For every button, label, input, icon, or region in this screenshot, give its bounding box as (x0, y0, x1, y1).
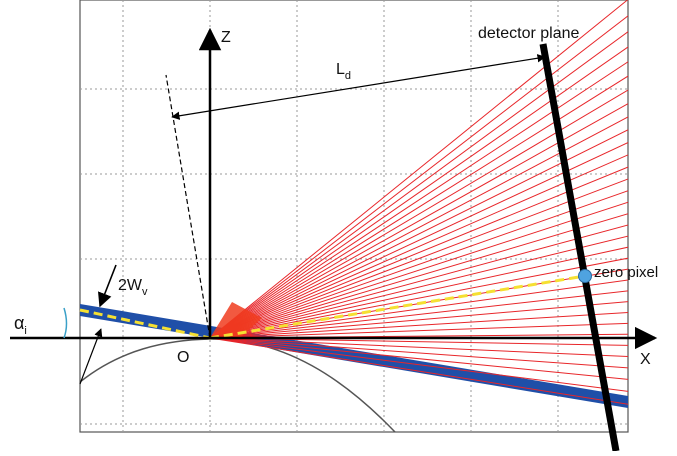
beam-width-label-sub: v (142, 286, 148, 298)
incidence-angle-arc (63, 307, 68, 339)
incidence-angle-label-sub: i (24, 325, 26, 337)
ray-line (209, 178, 628, 339)
ray-line (209, 129, 628, 339)
ray-line (209, 75, 628, 339)
ray-line (209, 337, 628, 405)
ray-line (209, 15, 628, 339)
ray-line (209, 224, 628, 339)
ray-line (209, 166, 628, 339)
ray-line (209, 235, 628, 339)
ray-line (209, 154, 628, 339)
ray-line (209, 337, 628, 369)
ray-line (209, 141, 628, 339)
incidence-angle-label-main: α (14, 313, 24, 333)
ray-line (209, 103, 628, 339)
ray-line (209, 190, 628, 339)
distance-arrow (171, 54, 546, 120)
beam-width-label-main: 2W (118, 277, 143, 294)
ray-line (209, 290, 628, 339)
detector-plane (539, 43, 620, 452)
z-axis-label: Z (221, 29, 231, 46)
beam-width-arrow-top (98, 264, 117, 308)
ray-line (209, 337, 628, 392)
detector-plane-label: detector plane (478, 25, 580, 42)
origin-label: O (177, 349, 189, 366)
ray-fan (209, 0, 628, 405)
incidence-angle-label: αi (14, 313, 27, 337)
ray-line (209, 257, 628, 339)
ray-line (209, 201, 628, 339)
zero-pixel-marker (578, 269, 592, 283)
ray-line (209, 337, 628, 358)
ray-line (209, 61, 628, 339)
plot-frame (79, 0, 629, 433)
beam-width-label: 2Wv (118, 277, 148, 298)
ray-line (209, 322, 628, 339)
x-axis-label: X (640, 351, 651, 368)
ray-line (209, 116, 628, 339)
fan-core (210, 302, 262, 338)
zero-pixel-label: zero pixel (594, 264, 658, 281)
ray-line (209, 46, 628, 339)
ray-line (209, 312, 628, 339)
distance-label-sub: d (345, 70, 351, 82)
ray-line (209, 337, 628, 346)
ray-line (209, 279, 628, 339)
ray-line (209, 31, 628, 339)
ray-line (209, 337, 628, 380)
ray-line (209, 89, 628, 339)
ray-line (209, 301, 628, 339)
beam-width-arrow-bottom (79, 328, 103, 385)
surface-normal-dashed (165, 74, 211, 339)
beam-center-line (79, 308, 211, 340)
ray-line (209, 213, 628, 339)
ray-line (209, 246, 628, 339)
beam-center-line-reflected (209, 274, 586, 340)
distance-label-main: L (336, 61, 345, 78)
distance-label: Ld (336, 61, 351, 82)
